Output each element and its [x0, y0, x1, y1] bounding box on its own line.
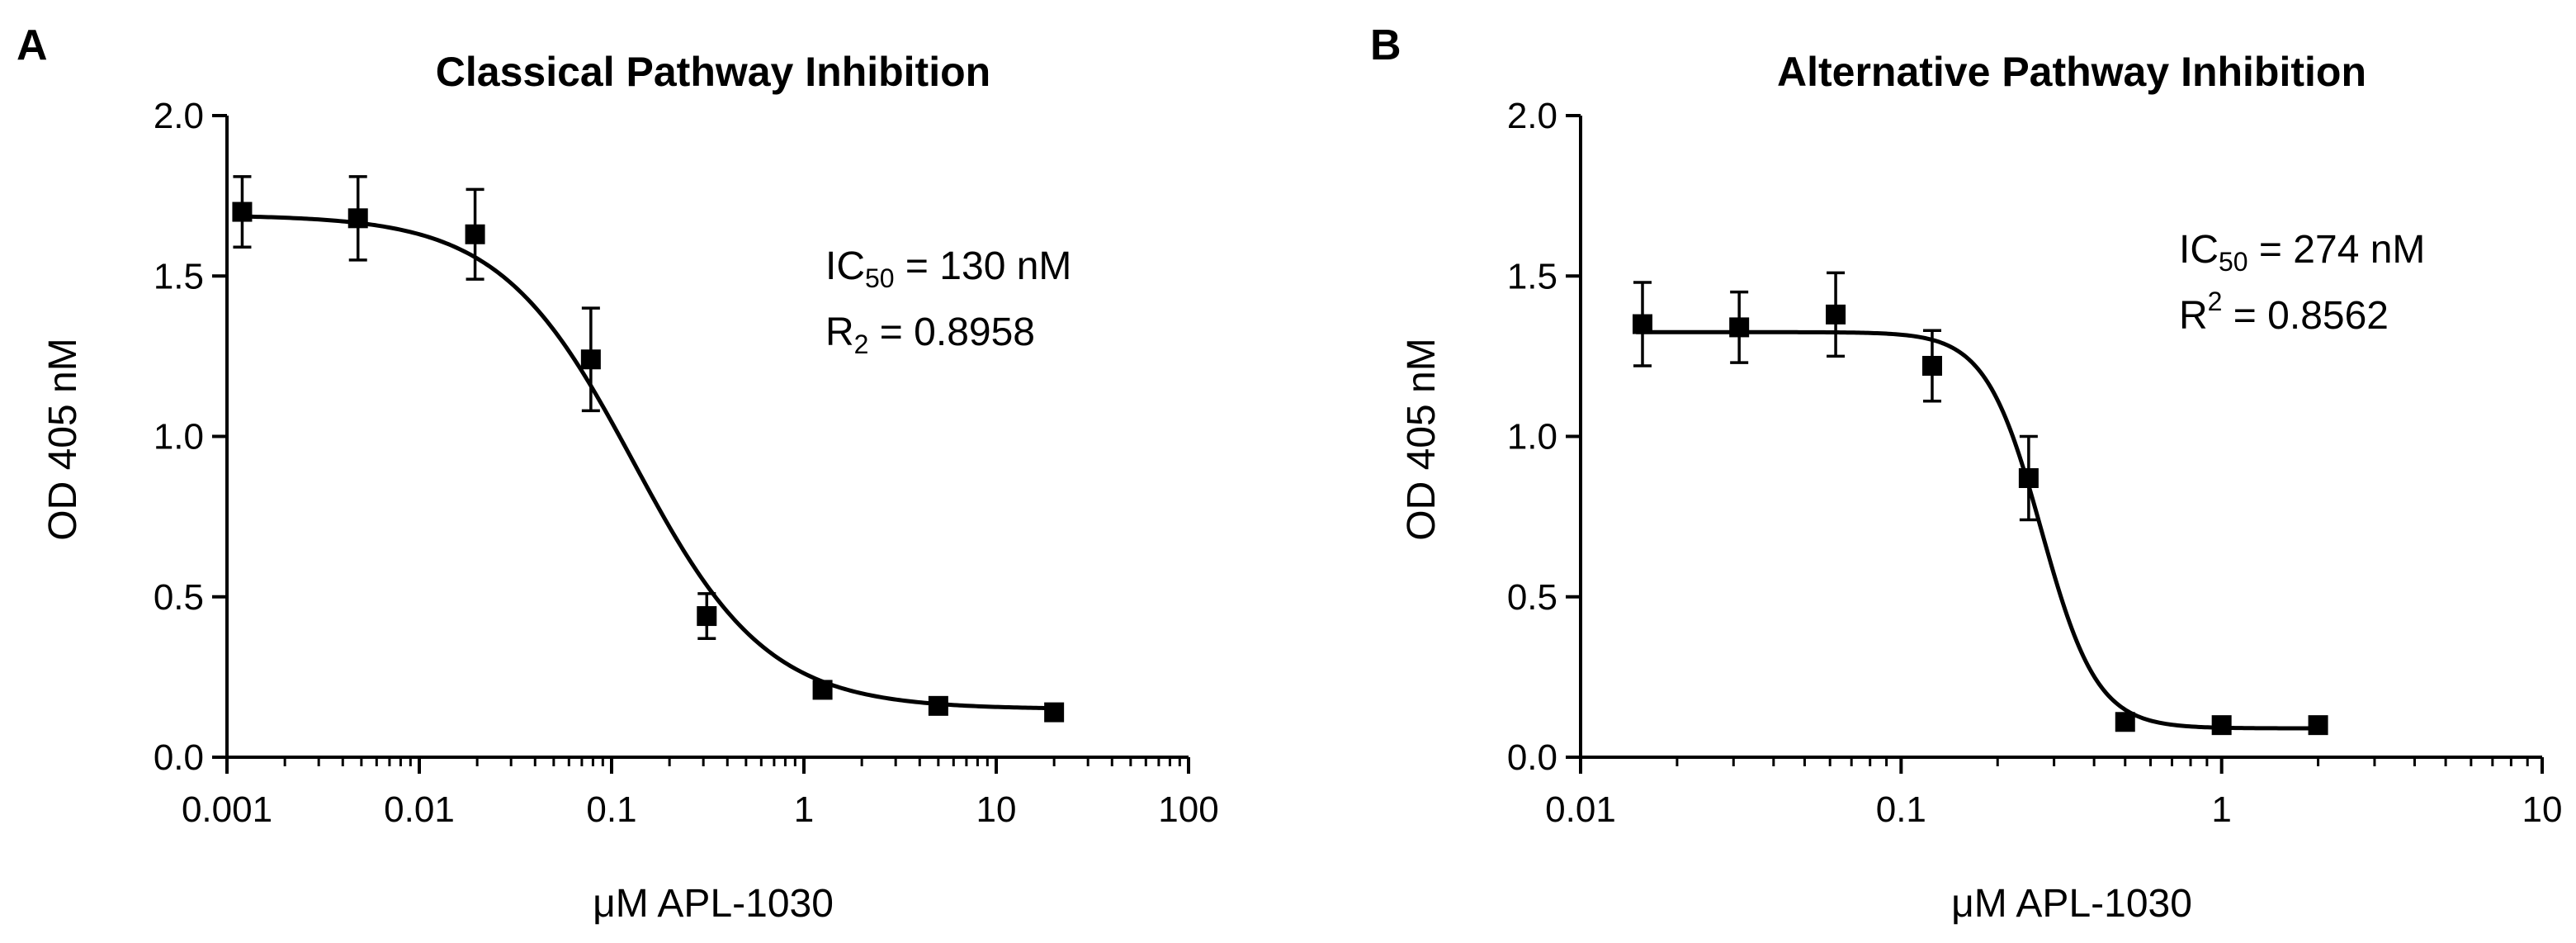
panel-b: B Alternative Pathway Inhibition 0.0 0.5 1…	[1370, 21, 2562, 926]
panel-a-data-point	[812, 680, 833, 700]
panel-a-plot: 0.0 0.5 1.0 1.5 2.0 0.001 0.01 0.1 1 10 100	[154, 96, 1219, 830]
panel-b-ic50-subscript: 50	[2219, 247, 2248, 277]
panel-a-fit-curve	[238, 214, 1058, 711]
panel-a-x-tick-label: 0.01	[384, 789, 455, 830]
panel-a-data-point	[580, 349, 601, 370]
panel-a-r2-value: = 0.8958	[868, 310, 1035, 354]
panel-b-r2-annotation: R2 = 0.8562	[2179, 287, 2389, 338]
panel-a-ic50-subscript: 50	[865, 263, 895, 293]
panel-b-x-tick-label: 10	[2522, 789, 2563, 830]
panel-b-x-axis-label: μM APL-1030	[1951, 882, 2192, 926]
panel-a-y-tick-label: 2.0	[154, 96, 204, 136]
panel-a-r2-subscript: 2	[854, 329, 869, 359]
panel-a-y-tick-label: 0.0	[154, 737, 204, 778]
panel-b-plot: 0.0 0.5 1.0 1.5 2.0 0.01 0.1 1 10	[1507, 96, 2563, 830]
panel-a-data-point	[232, 201, 253, 222]
panel-b-ic50-value: = 274 nM	[2248, 228, 2426, 272]
panel-b-ic50-prefix: IC	[2179, 228, 2219, 272]
panel-b-y-tick-label: 0.0	[1507, 737, 1557, 778]
panel-a-data-point	[1044, 702, 1065, 723]
panel-a-x-tick-label: 0.1	[586, 789, 636, 830]
panel-b-r2-value: = 0.8562	[2222, 294, 2389, 338]
panel-b-data-point	[2308, 715, 2328, 736]
panel-a-x-tick-label: 10	[976, 789, 1017, 830]
panel-a-x-tick-label: 1	[794, 789, 814, 830]
panel-b-ic50-annotation: IC50 = 274 nM	[2179, 228, 2425, 277]
panel-a-ic50-value: = 130 nM	[895, 244, 1072, 288]
panel-b-data-point	[1921, 356, 1942, 377]
panel-b-x-tick-label: 0.01	[1545, 789, 1616, 830]
panel-a-x-axis-label: μM APL-1030	[593, 882, 834, 926]
panel-a-ic50-prefix: IC	[825, 244, 865, 288]
panel-b-data-point	[1632, 314, 1652, 334]
panel-b-fit-curve	[1636, 329, 2325, 731]
panel-a-data-point	[928, 695, 948, 716]
panel-b-data-point	[2211, 715, 2232, 736]
panel-a: A Classical Pathway Inhibition 0.0 0.5 1.0…	[17, 21, 1219, 926]
panel-a-letter: A	[17, 21, 48, 69]
panel-b-y-tick-label: 2.0	[1507, 96, 1557, 136]
panel-b-y-tick-label: 0.5	[1507, 577, 1557, 618]
panel-b-title: Alternative Pathway Inhibition	[1777, 49, 2366, 95]
panel-a-x-tick-label: 0.001	[182, 789, 272, 830]
panel-b-data-point	[2115, 712, 2135, 732]
panel-b-x-tick-label: 1	[2211, 789, 2231, 830]
panel-b-data-point	[2018, 468, 2039, 489]
panel-b-data-point	[1826, 304, 1846, 325]
panel-a-data-point	[465, 224, 485, 244]
panel-a-ic50-annotation: IC50 = 130 nM	[825, 244, 1071, 293]
panel-b-x-tick-label: 0.1	[1876, 789, 1926, 830]
panel-a-r2-prefix: R	[825, 310, 854, 354]
panel-a-r2-annotation: R2 = 0.8958	[825, 310, 1035, 359]
panel-a-title: Classical Pathway Inhibition	[436, 49, 990, 95]
panel-a-data-point	[347, 208, 368, 229]
panel-b-r2-prefix: R	[2179, 294, 2208, 338]
panel-a-y-tick-label: 1.0	[154, 417, 204, 457]
panel-a-y-tick-label: 1.5	[154, 256, 204, 296]
panel-b-y-axis-label: OD 405 nM	[1400, 338, 1444, 540]
panel-b-letter: B	[1370, 21, 1401, 69]
panel-b-y-tick-label: 1.0	[1507, 417, 1557, 457]
panel-a-y-axis-label: OD 405 nM	[41, 338, 85, 540]
panel-a-data-point	[697, 606, 717, 627]
panel-a-y-tick-label: 0.5	[154, 577, 204, 618]
panel-b-y-tick-label: 1.5	[1507, 256, 1557, 296]
panel-b-data-point	[1729, 317, 1750, 338]
panel-b-r2-superscript: 2	[2208, 287, 2223, 316]
panel-a-x-tick-label: 100	[1158, 789, 1218, 830]
